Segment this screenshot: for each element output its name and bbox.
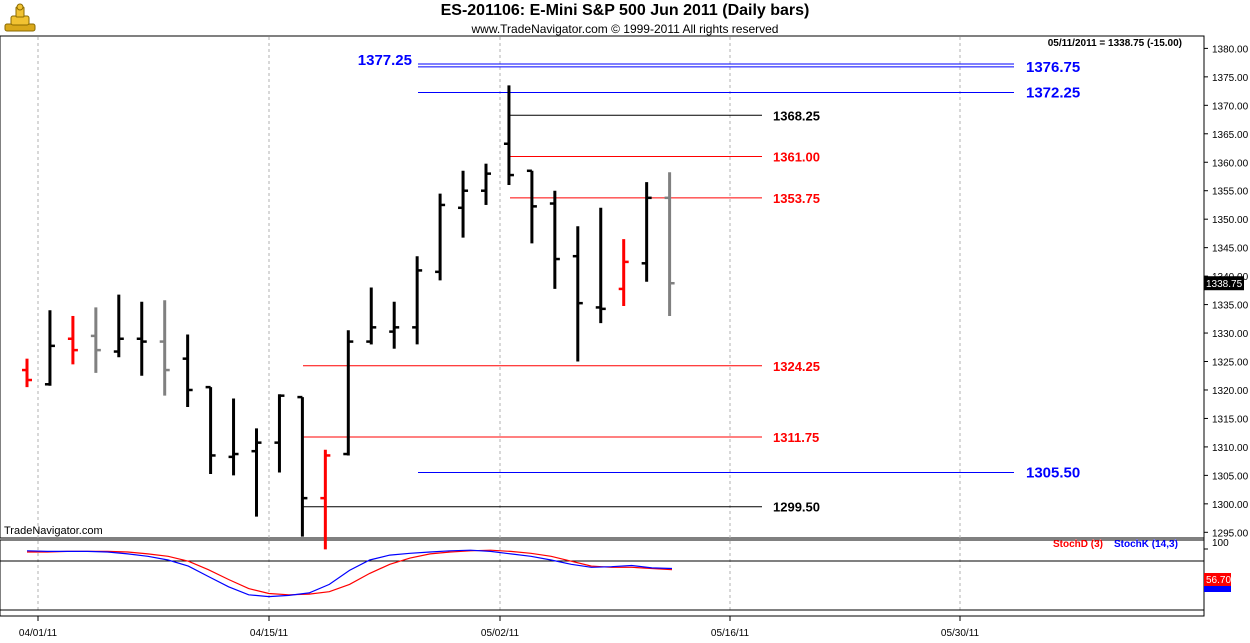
ohlc-bar bbox=[22, 358, 32, 388]
ohlc-bar bbox=[503, 85, 514, 186]
stochK-legend: StochK (14,3) bbox=[1114, 539, 1178, 550]
last-price-flag bbox=[1204, 276, 1244, 291]
stoch-series-line bbox=[26, 549, 673, 598]
watermark-label: TradeNavigator.com bbox=[4, 525, 103, 537]
ohlc-bar bbox=[481, 163, 491, 205]
stoch-y-tick-label: 100 bbox=[1212, 538, 1229, 549]
ohlc-bar bbox=[595, 207, 606, 324]
level-label: 1377.25 bbox=[358, 52, 412, 69]
ohlc-bar bbox=[182, 334, 193, 408]
ohlc-bar bbox=[435, 193, 446, 281]
level-label: 1361.00 bbox=[773, 150, 820, 165]
y-tick-label: 1350.00 bbox=[1212, 215, 1249, 226]
y-tick-label: 1295.00 bbox=[1212, 528, 1249, 539]
y-tick-label: 1345.00 bbox=[1212, 244, 1249, 255]
level-label: 1372.25 bbox=[1026, 85, 1080, 102]
x-tick-label: 05/16/11 bbox=[711, 628, 750, 639]
chart-title: ES-201106: E-Mini S&P 500 Jun 2011 (Dail… bbox=[440, 2, 810, 19]
stoch-value-label: 56.70 bbox=[1206, 575, 1231, 586]
level-label: 1368.25 bbox=[773, 108, 820, 123]
stochK-value-flag bbox=[1204, 586, 1231, 592]
ohlc-bar bbox=[320, 449, 331, 550]
level-label: 1299.50 bbox=[773, 500, 820, 515]
level-label: 1376.75 bbox=[1026, 59, 1080, 76]
ohlc-bar bbox=[366, 287, 377, 345]
stoch-value-flag bbox=[1204, 573, 1231, 586]
ohlc-bar bbox=[549, 190, 560, 289]
last-price-label: 1338.75 bbox=[1206, 279, 1243, 290]
ohlc-bar bbox=[572, 226, 583, 362]
y-tick-label: 1320.00 bbox=[1212, 386, 1249, 397]
ohlc-bar bbox=[412, 256, 423, 345]
ohlc-bar bbox=[44, 310, 55, 386]
stoch-series-line bbox=[27, 549, 673, 596]
x-tick-label: 04/01/11 bbox=[19, 628, 58, 639]
ohlc-bar bbox=[205, 385, 216, 474]
ohlc-bar bbox=[641, 182, 652, 282]
ohlc-bar bbox=[618, 239, 629, 307]
trade-navigator-logo-icon bbox=[3, 2, 37, 34]
stochD-legend: StochD (3) bbox=[1053, 539, 1103, 550]
y-tick-label: 1360.00 bbox=[1212, 158, 1249, 169]
y-tick-label: 1375.00 bbox=[1212, 73, 1249, 84]
y-tick-label: 1355.00 bbox=[1212, 187, 1249, 198]
chart-subtitle: www.TradeNavigator.com © 1999-2011 All r… bbox=[471, 22, 779, 36]
x-tick-label: 05/30/11 bbox=[941, 628, 980, 639]
y-tick-label: 1310.00 bbox=[1212, 443, 1249, 454]
ohlc-bar bbox=[251, 428, 262, 517]
ohlc-bar bbox=[297, 395, 308, 537]
level-label: 1305.50 bbox=[1026, 465, 1080, 482]
ohlc-bar bbox=[67, 315, 78, 365]
y-tick-label: 1330.00 bbox=[1212, 329, 1249, 340]
ohlc-bar bbox=[389, 301, 400, 349]
x-tick-label: 04/15/11 bbox=[250, 628, 289, 639]
ohlc-bar bbox=[159, 300, 170, 396]
y-tick-label: 1370.00 bbox=[1212, 101, 1249, 112]
y-tick-label: 1305.00 bbox=[1212, 471, 1249, 482]
ohlc-bar bbox=[458, 170, 469, 238]
ohlc-bar bbox=[136, 301, 147, 376]
ohlc-bar bbox=[228, 398, 239, 476]
ohlc-bar bbox=[343, 330, 354, 456]
quote-readout: 05/11/2011 = 1338.75 (-15.00) bbox=[1048, 38, 1182, 49]
stochastic-panel-frame bbox=[0, 539, 1205, 617]
y-tick-label: 1315.00 bbox=[1212, 414, 1249, 425]
y-tick-label: 1335.00 bbox=[1212, 301, 1249, 312]
y-tick-label: 1365.00 bbox=[1212, 130, 1249, 141]
ohlc-bar bbox=[664, 172, 675, 316]
level-label: 1324.25 bbox=[773, 359, 820, 374]
y-tick-label: 1325.00 bbox=[1212, 358, 1249, 369]
level-label: 1311.75 bbox=[773, 430, 819, 445]
y-tick-label: 1300.00 bbox=[1212, 500, 1249, 511]
ohlc-bar bbox=[113, 294, 124, 358]
y-tick-label: 1380.00 bbox=[1212, 44, 1249, 55]
level-label: 1353.75 bbox=[773, 191, 820, 206]
ohlc-bar bbox=[90, 307, 101, 373]
ohlc-bar bbox=[526, 169, 537, 244]
x-tick-label: 05/02/11 bbox=[481, 628, 520, 639]
ohlc-bar bbox=[274, 394, 285, 473]
